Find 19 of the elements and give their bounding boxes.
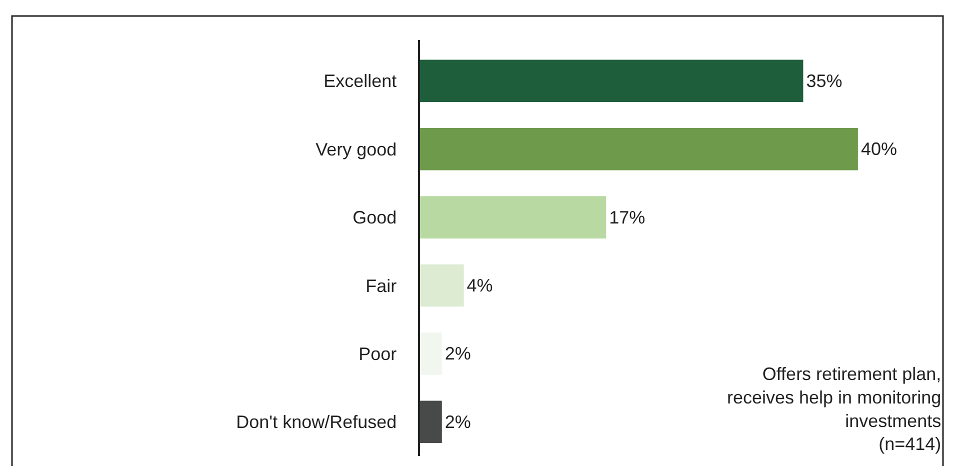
bar (420, 400, 442, 444)
y-tick-label: Excellent (324, 71, 397, 92)
data-label: 35% (806, 70, 842, 91)
y-tick-label: Fair (366, 276, 397, 296)
y-tick-label: Good (352, 208, 397, 228)
data-label: 4% (466, 276, 493, 296)
bar (420, 332, 442, 375)
data-label: 17% (609, 207, 646, 228)
bar (420, 60, 804, 102)
y-tick-label: Poor (358, 344, 397, 364)
data-label: 2% (444, 344, 471, 364)
data-label: 40% (860, 139, 897, 160)
y-tick-label: Don't know/Refused (236, 412, 397, 432)
data-label: 2% (444, 412, 471, 432)
bar (420, 128, 858, 170)
bar (420, 264, 464, 307)
y-tick-label: Very good (316, 139, 397, 160)
bar (420, 196, 606, 238)
annotation: Offers retirement plan, receives help in monitoring investments (n=414) (727, 364, 942, 454)
